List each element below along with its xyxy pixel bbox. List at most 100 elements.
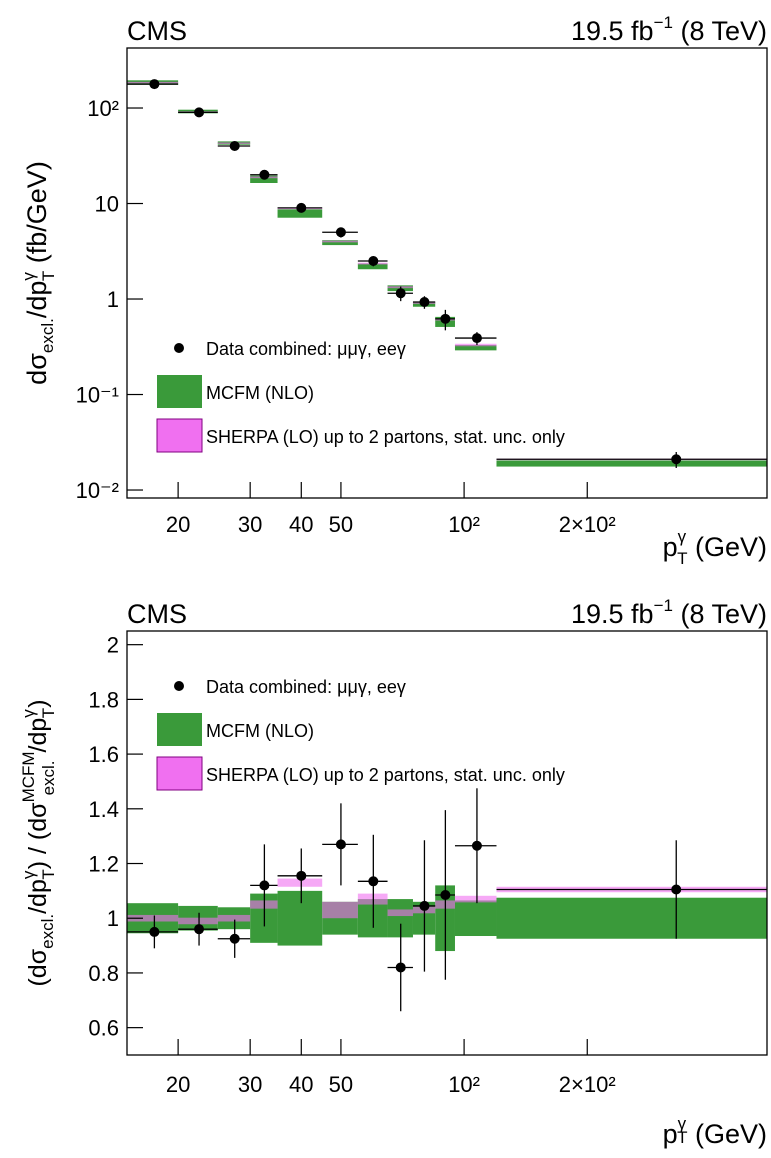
y-label-part: /dp [22,281,52,319]
band [357,263,388,270]
legend-label: Data combined: μμγ, eeγ [206,339,406,359]
y-label-part: dσ [22,353,52,385]
legend-label: Data combined: μμγ, eeγ [206,677,406,697]
y-label-part: γ [19,870,38,879]
y-label-part: γ [19,272,38,281]
band [127,914,179,922]
y-tick-label: 1.4 [88,797,119,822]
y-label-part: (fb/GeV) [22,161,52,271]
legend-swatch [156,418,203,453]
data-point [368,256,379,267]
band [454,895,497,903]
x-axis-label: pγ T (GeV) [663,1114,767,1149]
data-point [296,202,307,213]
data-point [149,926,160,937]
band [178,917,218,925]
x-label-part: γ [678,527,687,546]
experiment-label: CMS [127,16,187,46]
data-point [229,141,240,152]
x-tick-label: 10² [448,512,480,537]
x-tick-label: 30 [238,512,262,537]
x-label-part: (GeV) [687,1119,767,1149]
band [322,240,358,246]
x-tick-label: 30 [238,1072,262,1097]
legend-label: SHERPA (LO) up to 2 partons, stat. unc. … [206,765,565,785]
data-point [671,884,682,895]
band [322,240,358,243]
x-label-part: T [677,1128,687,1147]
x-label-part: γ [678,1114,687,1133]
legend-swatch [156,756,203,791]
x-tick-label: 10² [448,1072,480,1097]
lumi: (8 TeV) [673,16,767,46]
y-tick-label: 1 [107,906,119,931]
x-tick-label: 50 [329,512,353,537]
band [454,344,497,351]
data-point [296,870,307,881]
y-tick-label: 10⁻² [76,478,119,503]
x-label-part: p [663,1119,678,1149]
data-point [671,454,682,465]
band [277,209,323,218]
lumi: −1 [654,596,673,615]
x-tick-label: 50 [329,1072,353,1097]
data-point [259,880,270,891]
legend-marker [174,343,184,353]
y-tick-label: 1.2 [88,852,119,877]
x-tick-label: 40 [289,512,313,537]
band [387,909,413,917]
y-label-part: ) [24,699,52,707]
band [454,343,497,347]
data-point [368,876,379,887]
band [322,901,358,919]
plot-frame [126,47,768,499]
y-axis-label: (dσexcl./dpγT) / (dσMCFMexcl./dpγT) [19,699,58,986]
data-point [259,169,270,180]
x-label-part: T [677,549,687,568]
x-tick-label: 20 [166,1072,190,1097]
x-label-part: p [663,532,678,562]
data-point [335,839,346,850]
y-label-part: T [39,271,58,281]
y-tick-label: 0.8 [88,961,119,986]
data-point [149,79,160,90]
lumi: (8 TeV) [673,599,767,629]
y-tick-label: 2 [107,633,119,658]
y-tick-label: 10⁻¹ [76,383,119,408]
y-label-part: excl. [38,318,57,353]
data-point [419,297,430,308]
y-label-part: excl. [38,914,57,949]
experiment-label: CMS [127,599,187,629]
y-label-part: ) / (dσ [24,802,52,869]
legend-label: MCFM (NLO) [206,721,314,741]
y-tick-label: 10 [95,192,119,217]
data-point [194,924,205,935]
y-tick-label: 1.6 [88,742,119,767]
y-tick-label: 1 [107,287,119,312]
x-tick-label: 2×10² [559,512,616,537]
y-label-part: excl. [39,760,58,795]
legend-swatch [157,713,202,746]
data-point [229,933,240,944]
lumi: 19.5 fb [571,16,654,46]
legend-label: MCFM (NLO) [206,383,314,403]
data-point [395,962,406,973]
band [277,890,323,946]
x-tick-label: 20 [166,512,190,537]
y-label-part: /dp [24,879,52,914]
lumi-label: 19.5 fb−1 (8 TeV) [571,13,767,46]
y-label-part: γ [19,709,38,718]
y-label-part: MCFM [19,751,38,802]
y-tick-label: 0.6 [88,1016,119,1041]
data-point [395,288,406,299]
data-point [194,107,205,118]
x-tick-label: 2×10² [559,1072,616,1097]
x-axis-label: pγ T (GeV) [663,527,767,568]
band [454,900,497,937]
data-point [419,900,430,911]
band [496,460,767,467]
y-tick-label: 1.8 [88,687,119,712]
lumi: 19.5 fb [571,599,654,629]
y-label-part: (dσ [24,948,52,986]
